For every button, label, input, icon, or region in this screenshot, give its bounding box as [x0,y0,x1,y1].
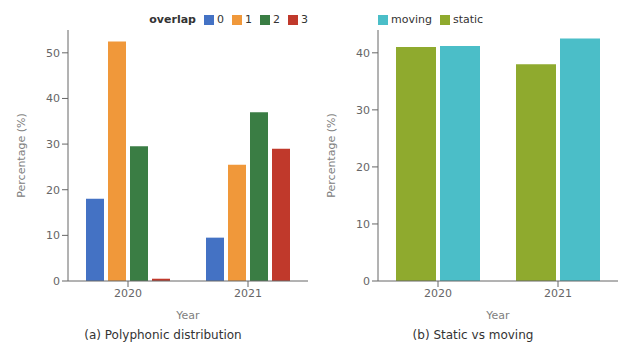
html-text:overlap: overlap [149,13,196,26]
svg-text:20: 20 [46,184,60,197]
html-text:(b) Static vs moving: (b) Static vs moving [412,328,534,342]
svg-text:30: 30 [356,104,370,117]
html-text:(a) Polyphonic distribution: (a) Polyphonic distribution [84,328,242,342]
html-text:0: 0 [217,13,224,26]
svg-text:10: 10 [356,218,370,231]
svg-text:0: 0 [53,275,60,288]
svg-text:2021: 2021 [234,287,262,300]
svg-text:2021: 2021 [544,287,572,300]
svg-text:50: 50 [46,47,60,60]
svg-text:40: 40 [356,47,370,60]
svg-text:Year: Year [485,309,510,322]
html-text:1: 1 [245,13,252,26]
svg-text:40: 40 [46,92,60,105]
svg-text:Percentage (%): Percentage (%) [15,113,28,197]
svg-text:2020: 2020 [114,287,142,300]
svg-text:30: 30 [46,138,60,151]
svg-text:20: 20 [356,161,370,174]
svg-text:10: 10 [46,229,60,242]
html-text:static: static [453,13,484,26]
svg-text:Year: Year [175,309,200,322]
svg-text:2020: 2020 [424,287,452,300]
svg-text:0: 0 [363,275,370,288]
svg-text:Percentage (%): Percentage (%) [325,113,338,197]
html-text:moving: moving [391,13,432,26]
html-text:3: 3 [301,13,308,26]
html-text:2: 2 [273,13,280,26]
